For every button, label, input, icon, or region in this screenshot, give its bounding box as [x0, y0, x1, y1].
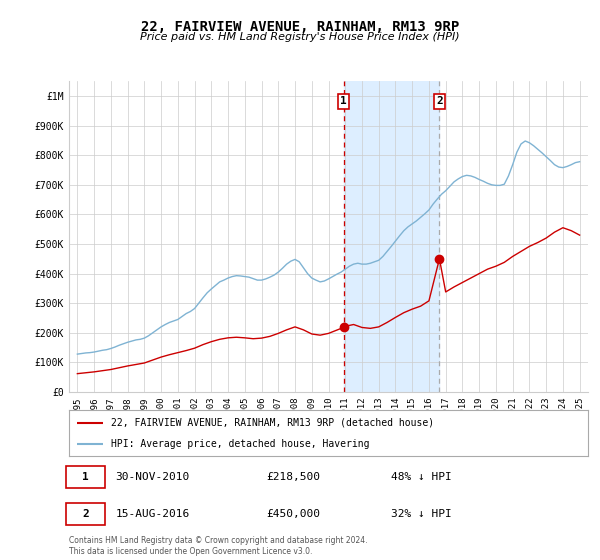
Text: £218,500: £218,500	[266, 472, 320, 482]
Bar	[344, 81, 439, 392]
Text: 22, FAIRVIEW AVENUE, RAINHAM, RM13 9RP: 22, FAIRVIEW AVENUE, RAINHAM, RM13 9RP	[141, 20, 459, 34]
Text: Contains HM Land Registry data © Crown copyright and database right 2024.
This d: Contains HM Land Registry data © Crown c…	[69, 536, 367, 556]
FancyBboxPatch shape	[67, 503, 106, 525]
Text: 30-NOV-2010: 30-NOV-2010	[116, 472, 190, 482]
Text: 48% ↓ HPI: 48% ↓ HPI	[391, 472, 452, 482]
Text: 22, FAIRVIEW AVENUE, RAINHAM, RM13 9RP (detached house): 22, FAIRVIEW AVENUE, RAINHAM, RM13 9RP (…	[110, 418, 434, 428]
Text: 15-AUG-2016: 15-AUG-2016	[116, 509, 190, 519]
Text: 1: 1	[82, 472, 89, 482]
Text: 2: 2	[436, 96, 443, 106]
Text: 1: 1	[340, 96, 347, 106]
FancyBboxPatch shape	[67, 466, 106, 488]
Text: 32% ↓ HPI: 32% ↓ HPI	[391, 509, 452, 519]
Text: £450,000: £450,000	[266, 509, 320, 519]
Text: 2: 2	[82, 509, 89, 519]
Text: HPI: Average price, detached house, Havering: HPI: Average price, detached house, Have…	[110, 439, 369, 449]
Text: Price paid vs. HM Land Registry's House Price Index (HPI): Price paid vs. HM Land Registry's House …	[140, 32, 460, 43]
